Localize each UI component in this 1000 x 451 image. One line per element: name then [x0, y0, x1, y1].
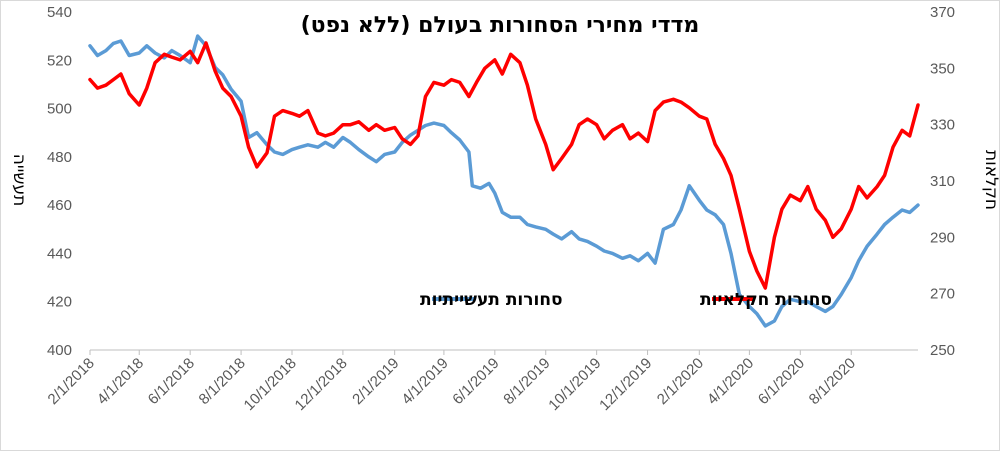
y-axis-title-right: חקלאות	[981, 150, 1000, 210]
series-line-industrial	[88, 34, 920, 328]
y-right-tick-label: 310	[930, 173, 955, 190]
y-left-tick-label: 420	[47, 294, 72, 311]
chart-title: מדדי מחירי הסחורות בעולם (ללא נפט)	[301, 13, 700, 38]
y-right-tick-label: 330	[930, 117, 955, 134]
legend-label-industrial: סחורות תעשייתיות	[420, 290, 563, 310]
y-right-tick-label: 350	[930, 60, 955, 77]
y-left-tick-label: 480	[47, 149, 72, 166]
y-left-tick-label: 500	[47, 101, 72, 118]
legend-item-agricultural: סחורות חקלאיות	[700, 290, 832, 310]
y-axis-title-left: תעשייה	[9, 154, 29, 207]
series-line-agricultural	[88, 41, 920, 290]
legend: סחורות חקלאיות סחורות תעשייתיות	[420, 290, 832, 310]
y-left-tick-label: 400	[47, 342, 72, 359]
y-axis-left-ticks: 400 420 440 460 480 500 520 540	[47, 4, 72, 359]
y-left-tick-label: 520	[47, 52, 72, 69]
y-right-tick-label: 250	[930, 342, 955, 359]
series-layer	[88, 34, 920, 328]
y-left-tick-label: 460	[47, 197, 72, 214]
legend-item-industrial: סחורות תעשייתיות	[420, 290, 563, 310]
y-axis-right-ticks: 250 270 290 310 330 350 370	[930, 4, 955, 359]
y-right-tick-label: 270	[930, 286, 955, 303]
y-left-tick-label: 540	[47, 4, 72, 21]
y-right-tick-label: 290	[930, 229, 955, 246]
legend-label-agricultural: סחורות חקלאיות	[700, 290, 832, 310]
y-right-tick-label: 370	[930, 4, 955, 21]
y-left-tick-label: 440	[47, 245, 72, 262]
